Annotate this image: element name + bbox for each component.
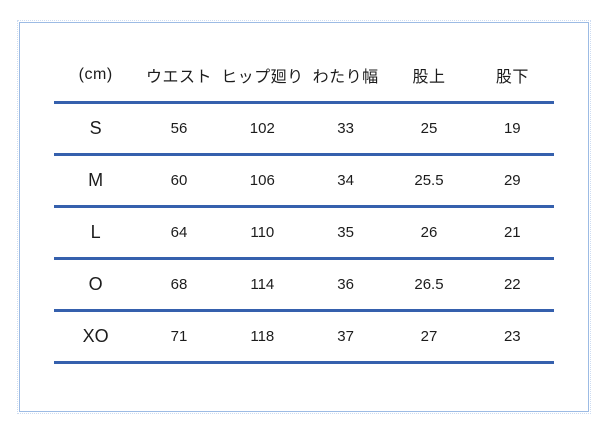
table-frame: (cm) ウエスト ヒップ廻り わたり幅 股上 股下 S 56 102 33 2… bbox=[17, 20, 591, 414]
size-cell: S bbox=[54, 102, 138, 156]
header-cell-inseam: 股下 bbox=[470, 50, 554, 104]
header-cell-thigh: わたり幅 bbox=[303, 50, 388, 104]
table-row-xo: XO 71 118 37 27 23 bbox=[54, 310, 554, 364]
size-cell: L bbox=[54, 206, 138, 260]
size-cell: XO bbox=[54, 310, 138, 364]
size-cell: O bbox=[54, 258, 138, 312]
value-cell: 64 bbox=[137, 206, 221, 260]
header-cell-rise: 股上 bbox=[387, 50, 471, 104]
value-cell: 114 bbox=[220, 258, 304, 312]
value-cell: 25.5 bbox=[387, 154, 471, 208]
value-cell: 34 bbox=[303, 154, 388, 208]
value-cell: 118 bbox=[220, 310, 304, 364]
value-cell: 35 bbox=[303, 206, 388, 260]
value-cell: 56 bbox=[137, 102, 221, 156]
size-cell: M bbox=[54, 154, 138, 208]
header-cell-unit: (cm) bbox=[54, 50, 138, 104]
size-spec-table: (cm) ウエスト ヒップ廻り わたり幅 股上 股下 S 56 102 33 2… bbox=[54, 50, 554, 364]
value-cell: 23 bbox=[470, 310, 554, 364]
value-cell: 68 bbox=[137, 258, 221, 312]
header-cell-waist: ウエスト bbox=[137, 50, 221, 104]
value-cell: 19 bbox=[470, 102, 554, 156]
value-cell: 60 bbox=[137, 154, 221, 208]
value-cell: 29 bbox=[470, 154, 554, 208]
header-cell-hip: ヒップ廻り bbox=[220, 50, 304, 104]
value-cell: 102 bbox=[220, 102, 304, 156]
value-cell: 36 bbox=[303, 258, 388, 312]
value-cell: 37 bbox=[303, 310, 388, 364]
value-cell: 21 bbox=[470, 206, 554, 260]
table-row-m: M 60 106 34 25.5 29 bbox=[54, 154, 554, 208]
value-cell: 25 bbox=[387, 102, 471, 156]
value-cell: 71 bbox=[137, 310, 221, 364]
table-header-row: (cm) ウエスト ヒップ廻り わたり幅 股上 股下 bbox=[54, 50, 554, 104]
value-cell: 26.5 bbox=[387, 258, 471, 312]
table-row-o: O 68 114 36 26.5 22 bbox=[54, 258, 554, 312]
table-row-s: S 56 102 33 25 19 bbox=[54, 102, 554, 156]
table-row-l: L 64 110 35 26 21 bbox=[54, 206, 554, 260]
value-cell: 27 bbox=[387, 310, 471, 364]
value-cell: 22 bbox=[470, 258, 554, 312]
value-cell: 106 bbox=[220, 154, 304, 208]
value-cell: 110 bbox=[220, 206, 304, 260]
value-cell: 26 bbox=[387, 206, 471, 260]
value-cell: 33 bbox=[303, 102, 388, 156]
